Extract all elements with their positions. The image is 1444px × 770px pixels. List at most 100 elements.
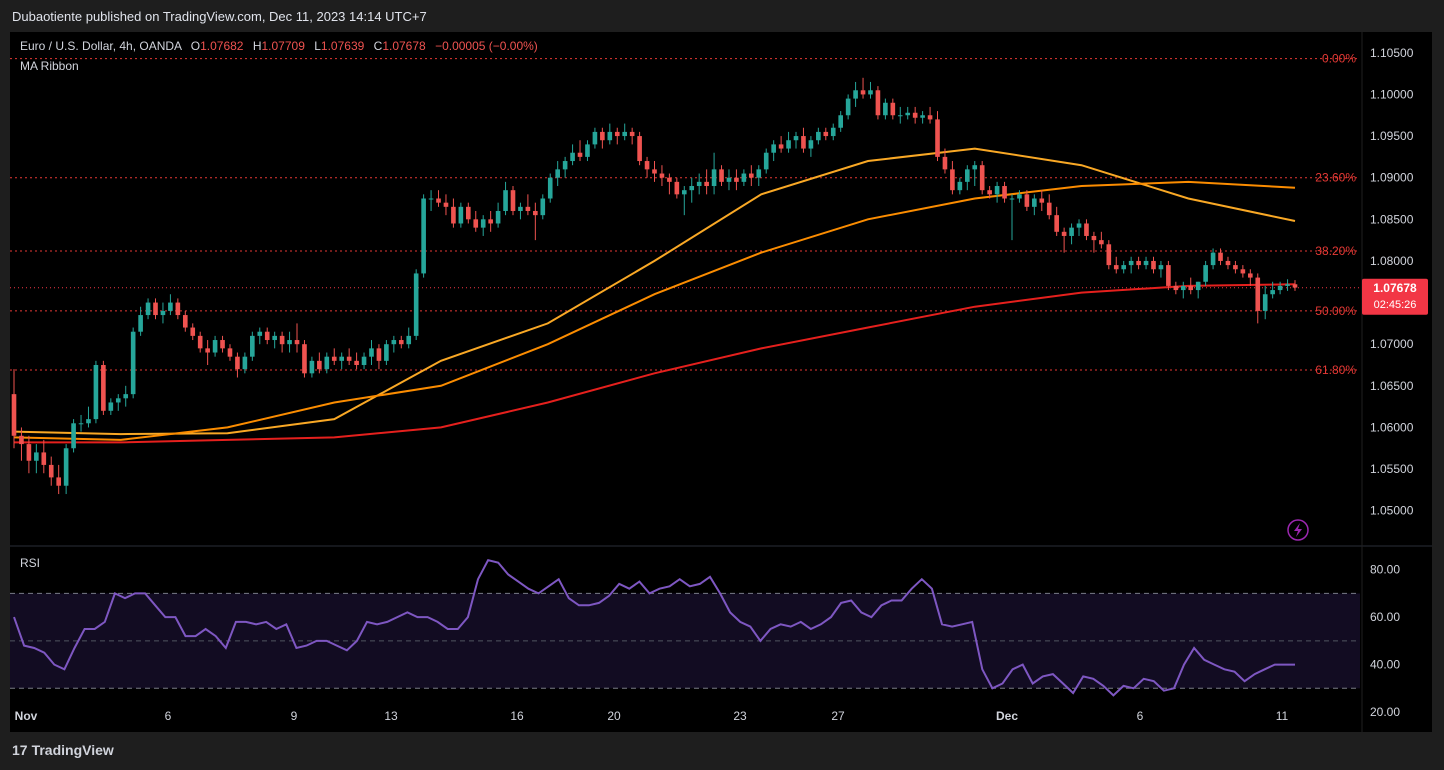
chart-svg[interactable]: 1.10500 1.10000 1.09500 1.09000 1.08500 1.080… bbox=[10, 32, 1432, 732]
candle bbox=[987, 186, 992, 199]
chart-container[interactable]: 1.10500 1.10000 1.09500 1.09000 1.08500 1.080… bbox=[10, 32, 1432, 732]
candle-body bbox=[570, 152, 575, 162]
candle bbox=[257, 327, 263, 345]
candle bbox=[1091, 231, 1097, 253]
time-tick-label: 13 bbox=[384, 709, 398, 723]
candle-body bbox=[786, 140, 791, 149]
price-tick-label: 1.06000 bbox=[1370, 420, 1414, 434]
candle bbox=[1203, 260, 1208, 286]
candle-body bbox=[585, 144, 590, 157]
candle-body bbox=[614, 131, 620, 137]
candle bbox=[868, 81, 873, 99]
candle bbox=[272, 331, 277, 349]
candle-body bbox=[1017, 194, 1022, 199]
candle bbox=[451, 198, 456, 228]
candle bbox=[808, 136, 814, 157]
candle bbox=[771, 140, 776, 162]
candle-body bbox=[346, 356, 352, 361]
candle-body bbox=[182, 315, 188, 328]
candle-body bbox=[451, 206, 456, 224]
price-tick-label: 1.05500 bbox=[1370, 462, 1414, 476]
candle-body bbox=[488, 219, 493, 224]
candle bbox=[860, 77, 866, 99]
candle bbox=[838, 111, 844, 132]
publish-info: Dubaotiente published on TradingView.com… bbox=[12, 9, 427, 24]
candle bbox=[331, 348, 337, 366]
candle-body bbox=[838, 115, 844, 128]
tradingview-logo[interactable]: 17 TradingView bbox=[12, 742, 114, 758]
candle-body bbox=[1061, 231, 1067, 236]
candle-body bbox=[957, 181, 963, 191]
rsi-label: RSI bbox=[20, 556, 40, 570]
candle bbox=[600, 127, 605, 149]
candle bbox=[756, 165, 762, 187]
candle bbox=[890, 98, 896, 120]
fib-level-label: 23.60% bbox=[1315, 171, 1356, 185]
candle bbox=[302, 340, 307, 378]
candle-body bbox=[845, 98, 851, 116]
candle bbox=[1136, 256, 1141, 270]
candle bbox=[1158, 260, 1164, 278]
candle-body bbox=[34, 452, 39, 461]
candle-body bbox=[689, 186, 695, 191]
candle-body bbox=[972, 165, 978, 170]
candle bbox=[287, 331, 292, 353]
candle bbox=[652, 161, 657, 182]
candle bbox=[473, 210, 479, 232]
candle-body bbox=[287, 340, 292, 345]
current-price-tag: 1.07678 02:45:26 bbox=[1362, 278, 1428, 315]
candle bbox=[495, 202, 501, 228]
candle-body bbox=[1203, 265, 1208, 282]
footer-bar: 17 TradingView bbox=[0, 732, 1444, 770]
candle-body bbox=[711, 169, 717, 187]
candle bbox=[734, 169, 739, 191]
candle-body bbox=[667, 177, 672, 182]
candle-body bbox=[235, 356, 240, 370]
time-axis: Nov 6 9 13 16 20 23 27 Dec 6 11 bbox=[15, 709, 1289, 723]
candle bbox=[540, 194, 546, 220]
candle-body bbox=[428, 198, 434, 200]
candle bbox=[510, 186, 516, 216]
candle bbox=[875, 86, 881, 120]
candle bbox=[823, 127, 829, 141]
candle-body bbox=[905, 112, 911, 116]
time-tick-label: 20 bbox=[607, 709, 621, 723]
candle-body bbox=[257, 331, 263, 336]
candle bbox=[786, 131, 791, 153]
candle-body bbox=[1277, 285, 1283, 291]
candle-body bbox=[1233, 265, 1238, 270]
candle bbox=[562, 156, 568, 178]
candle-body bbox=[458, 206, 464, 224]
candle-body bbox=[592, 131, 598, 145]
candle bbox=[1151, 256, 1156, 274]
candle bbox=[711, 152, 717, 195]
candle bbox=[912, 106, 918, 124]
candle bbox=[883, 98, 888, 120]
candle bbox=[182, 310, 188, 332]
candle-body bbox=[41, 452, 47, 465]
candle bbox=[659, 165, 665, 187]
candle-body bbox=[704, 181, 709, 187]
legend-high-label: H bbox=[253, 39, 262, 53]
candle bbox=[1039, 190, 1045, 211]
candle-body bbox=[26, 444, 32, 461]
candle bbox=[26, 435, 32, 474]
candle bbox=[681, 186, 687, 216]
candle-body bbox=[950, 169, 955, 191]
candle bbox=[443, 194, 449, 216]
candle-body bbox=[331, 356, 337, 361]
candle bbox=[34, 444, 39, 474]
legend-line: Euro / U.S. Dollar, 4h, OANDA O1.07682 H… bbox=[20, 39, 538, 53]
candle-body bbox=[562, 161, 568, 170]
publish-header-bar: Dubaotiente published on TradingView.com… bbox=[0, 0, 1444, 32]
candle-body bbox=[1069, 227, 1074, 236]
candle-body bbox=[719, 169, 724, 182]
candle bbox=[614, 127, 620, 145]
candle bbox=[1106, 240, 1112, 270]
candle bbox=[1054, 206, 1059, 236]
alert-lightning-icon[interactable] bbox=[1287, 519, 1309, 541]
candle bbox=[160, 302, 166, 324]
candle bbox=[130, 327, 136, 399]
candle-body bbox=[637, 136, 642, 162]
candle bbox=[398, 335, 404, 349]
